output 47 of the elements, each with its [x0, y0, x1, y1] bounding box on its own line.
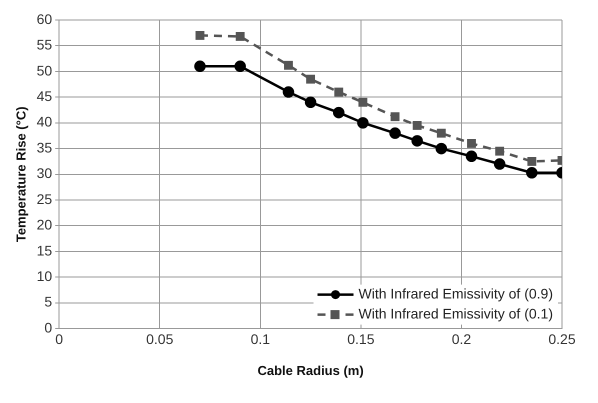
y-tick-label: 40: [36, 114, 52, 130]
point: [306, 74, 316, 84]
y-tick-label: 50: [36, 62, 52, 78]
y-tick-label: 20: [36, 216, 52, 233]
y-tick-label: 60: [36, 10, 52, 27]
legend-label: With Infrared Emissivity of (0.1): [358, 305, 554, 322]
point: [357, 117, 369, 129]
point: [304, 96, 316, 108]
point: [412, 121, 422, 130]
point: [466, 150, 478, 162]
y-tick-label: 15: [36, 242, 52, 258]
point: [194, 60, 206, 72]
x-tick-label: 0.1: [250, 330, 270, 347]
point: [236, 32, 245, 41]
y-tick-label: 35: [36, 139, 52, 156]
point: [358, 98, 368, 107]
point: [282, 86, 294, 98]
y-tick-label: 25: [36, 190, 52, 207]
x-tick-label: 0.05: [146, 330, 174, 347]
x-tick-label: 0.15: [347, 330, 375, 347]
point: [495, 146, 504, 156]
point: [467, 139, 476, 148]
point: [284, 60, 293, 70]
point: [436, 142, 448, 154]
point: [494, 158, 506, 170]
point: [196, 31, 204, 40]
point: [527, 157, 536, 166]
y-axis-title: Temperature Rise (°C): [13, 106, 28, 242]
point: [526, 167, 538, 179]
x-tick-label: 0: [55, 330, 64, 347]
point: [390, 112, 400, 122]
x-tick-label: 0.25: [548, 330, 576, 347]
y-tick-label: 5: [44, 294, 52, 310]
y-tick-label: 30: [36, 165, 52, 182]
legend-label: With Infrared Emissivity of (0.9): [358, 285, 554, 302]
point: [332, 106, 344, 118]
y-tick-label: 55: [36, 36, 52, 53]
point: [234, 60, 246, 72]
y-tick-label: 0: [44, 319, 52, 336]
x-tick-label: 0.2: [452, 330, 472, 347]
point: [411, 135, 423, 147]
point: [334, 88, 344, 96]
point: [436, 128, 446, 138]
y-tick-label: 45: [36, 88, 52, 104]
x-axis-title: Cable Radius (m): [257, 362, 364, 378]
point: [389, 127, 401, 139]
y-tick-label: 10: [36, 268, 52, 284]
